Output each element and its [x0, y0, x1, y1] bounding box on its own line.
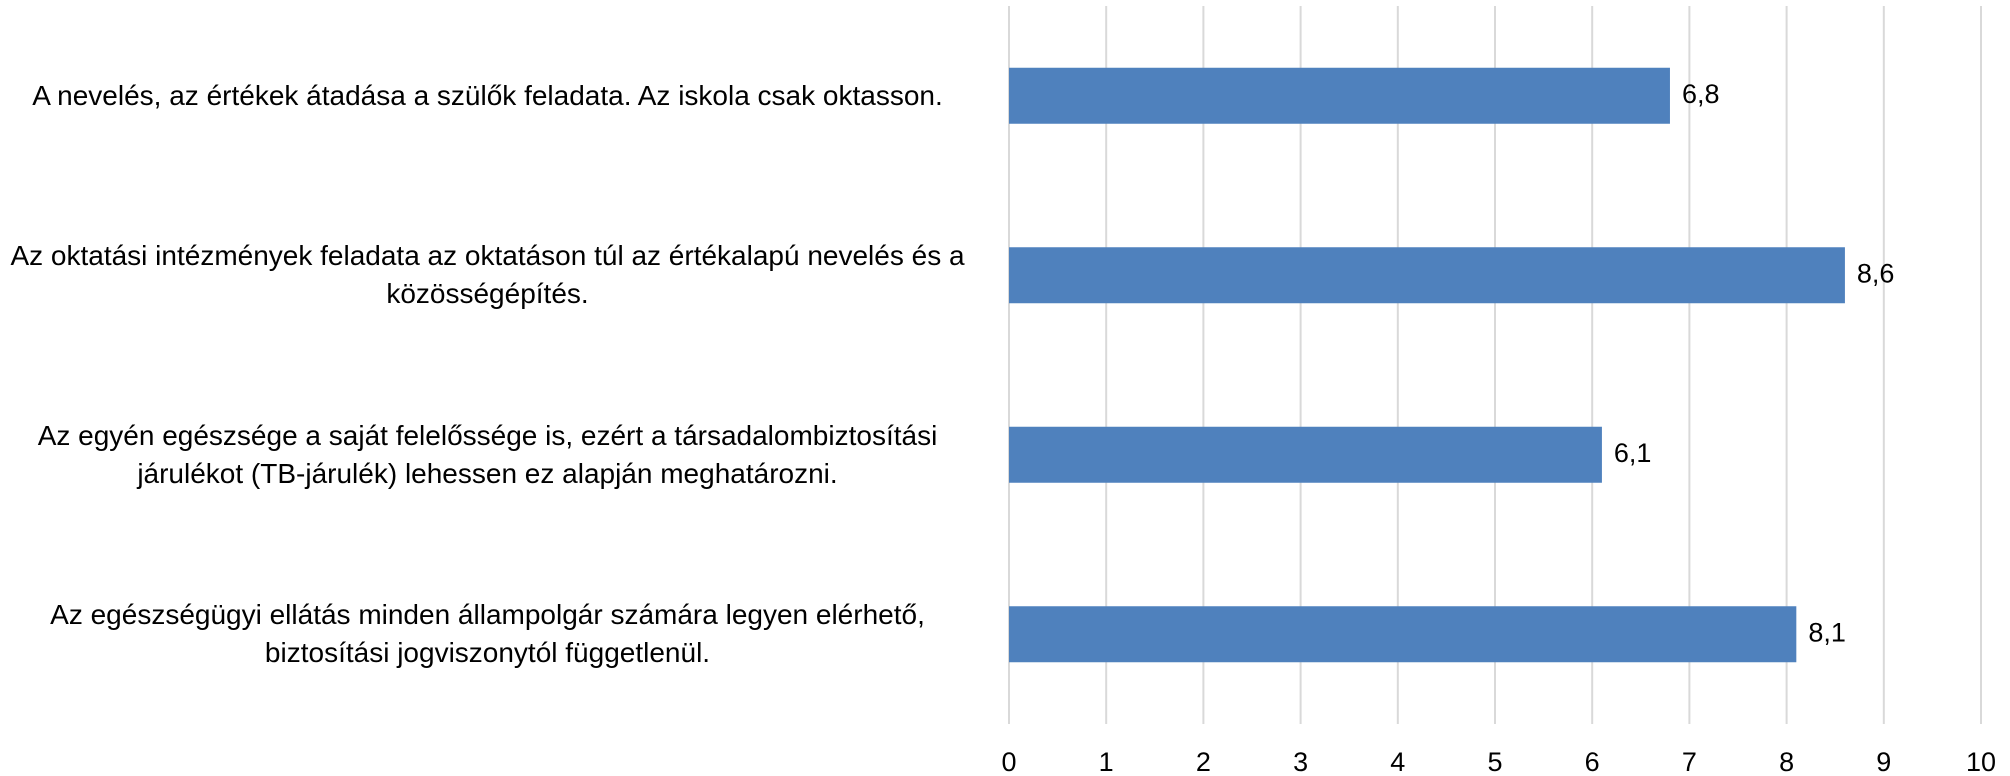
data-label: 8,6 — [1857, 258, 1895, 288]
x-tick-label: 3 — [1293, 747, 1308, 776]
x-tick-label: 0 — [1001, 747, 1016, 776]
x-tick-label: 2 — [1196, 747, 1211, 776]
category-label: Az egyén egészsége a saját felelőssége i… — [37, 419, 938, 489]
bar — [1009, 67, 1670, 124]
x-tick-label: 4 — [1390, 747, 1405, 776]
data-label: 8,1 — [1808, 617, 1846, 647]
data-label: 6,1 — [1614, 438, 1652, 468]
x-tick-label: 8 — [1779, 747, 1794, 776]
x-tick-label: 1 — [1099, 747, 1114, 776]
x-tick-label: 7 — [1682, 747, 1697, 776]
x-tick-label: 5 — [1487, 747, 1502, 776]
category-label: Az oktatási intézmények feladata az okta… — [10, 240, 965, 310]
category-label: Az egészségügyi ellátás minden állampolg… — [50, 599, 925, 669]
x-tick-label: 9 — [1876, 747, 1891, 776]
category-label: A nevelés, az értékek átadása a szülők f… — [32, 79, 943, 111]
bar — [1009, 247, 1845, 304]
data-label: 6,8 — [1682, 79, 1720, 109]
x-tick-label: 6 — [1585, 747, 1600, 776]
x-tick-label: 10 — [1966, 747, 1996, 776]
bar — [1009, 606, 1797, 663]
bar — [1009, 426, 1602, 483]
